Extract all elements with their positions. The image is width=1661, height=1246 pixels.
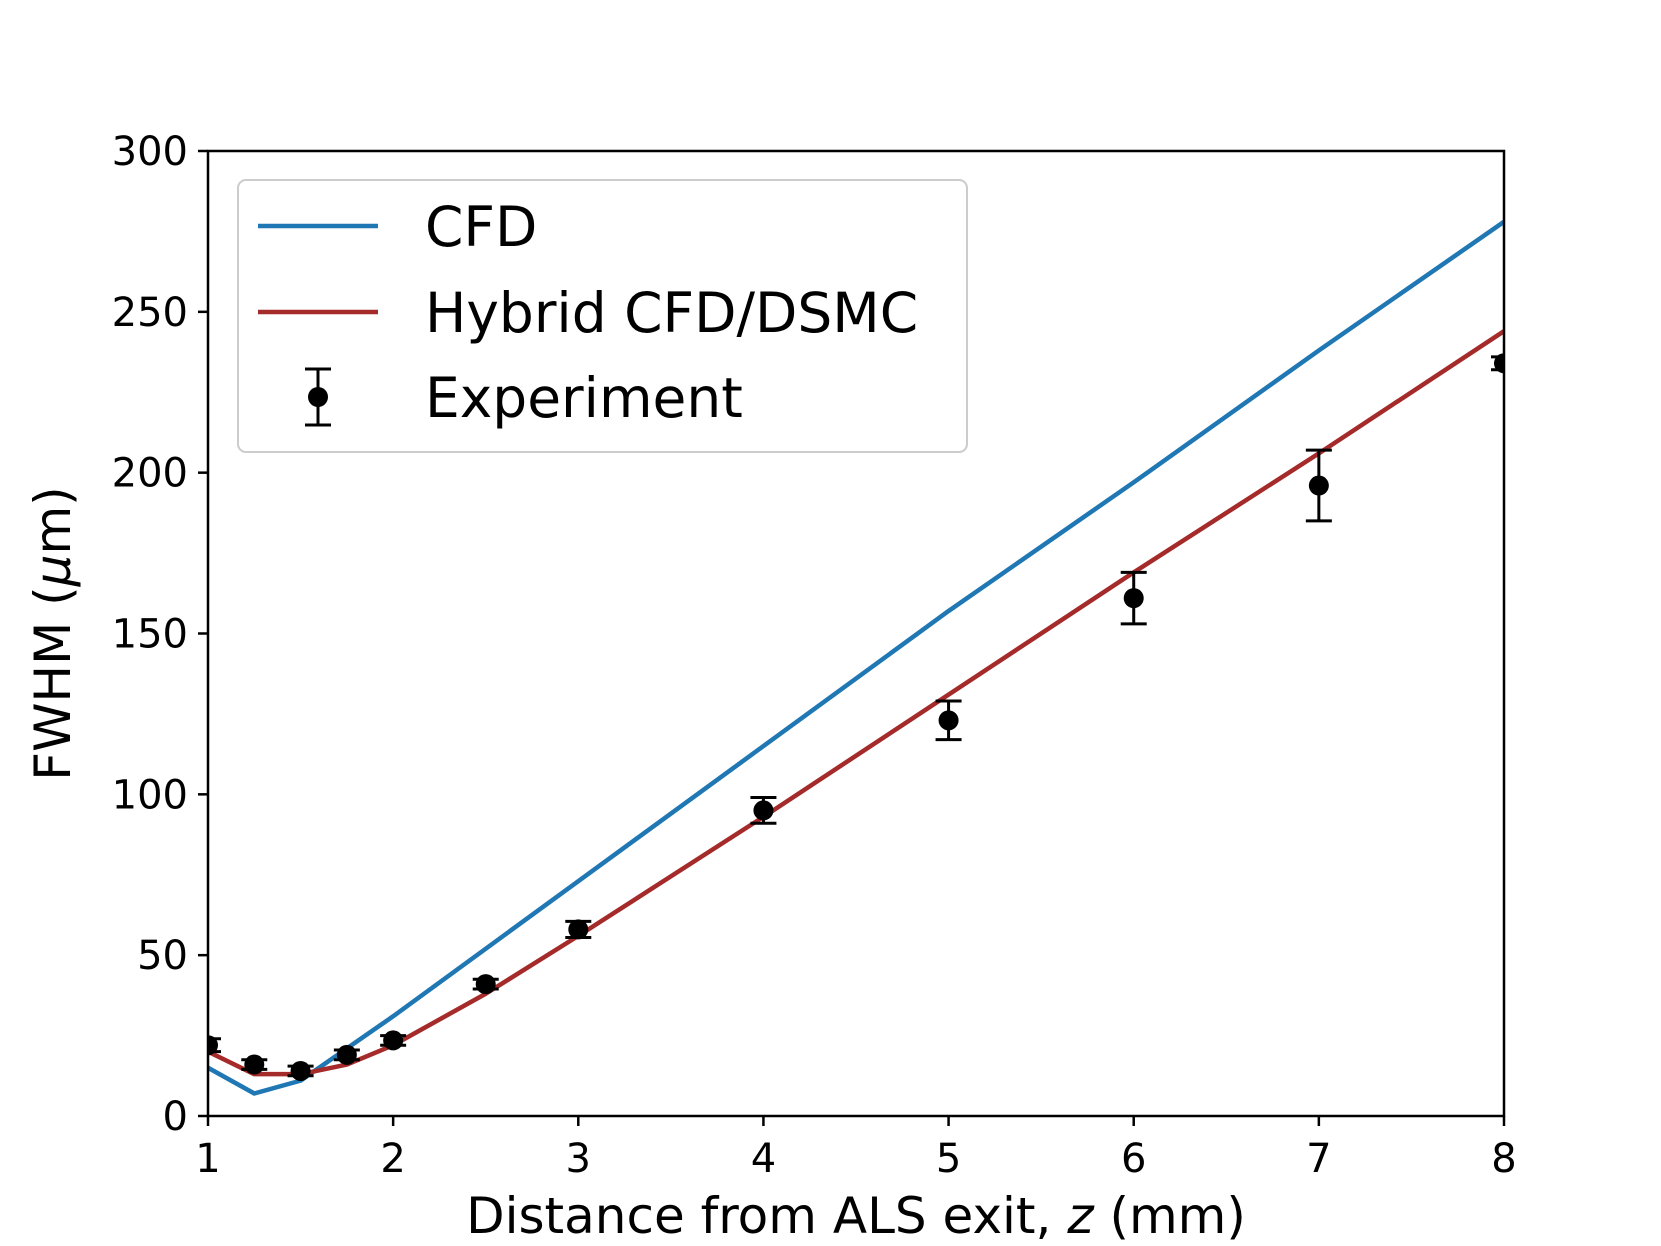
legend-experiment-label: Experiment [425, 366, 743, 430]
y-tick-label: 50 [137, 933, 188, 979]
x-tick-label: 1 [195, 1136, 220, 1182]
legend-cfd-label: CFD [425, 195, 537, 259]
experiment-marker [1494, 353, 1504, 374]
x-tick-label: 6 [1121, 1136, 1146, 1182]
experiment-marker [938, 710, 959, 731]
experiment-point [380, 1030, 407, 1051]
x-tick-label: 4 [751, 1136, 776, 1182]
experiment-marker [753, 800, 774, 821]
x-tick-label: 7 [1306, 1136, 1331, 1182]
experiment-marker [290, 1060, 311, 1081]
experiment-point [472, 974, 499, 995]
y-tick-label: 200 [112, 451, 188, 497]
experiment-point [241, 1054, 268, 1075]
experiment-marker [383, 1030, 404, 1051]
y-tick-label: 150 [112, 612, 188, 658]
experiment-point [333, 1044, 360, 1065]
experiment-point [208, 1035, 221, 1056]
experiment-point [1305, 448, 1332, 523]
y-tick-label: 100 [112, 772, 188, 818]
y-tick-label: 300 [112, 129, 188, 175]
x-tick-label: 8 [1491, 1136, 1516, 1182]
legend-hybrid-cfd-dsmc-label: Hybrid CFD/DSMC [425, 281, 918, 345]
experiment-marker [244, 1054, 265, 1075]
cfd-line [208, 219, 1504, 1096]
experiment-marker [568, 919, 589, 940]
experiment-point [565, 919, 592, 940]
y-tick-label: 250 [112, 290, 188, 336]
x-tick-label: 2 [380, 1136, 405, 1182]
legend-box [237, 179, 968, 453]
x-tick-label: 5 [936, 1136, 961, 1182]
x-tick-label: 3 [566, 1136, 591, 1182]
experiment-point [935, 699, 962, 742]
y-axis-label: FWHM (μm) [24, 486, 82, 780]
experiment-marker [1308, 475, 1329, 496]
experiment-point [1120, 570, 1147, 626]
experiment-point [750, 796, 777, 825]
experiment-marker [336, 1044, 357, 1065]
experiment-point [287, 1060, 314, 1081]
experiment-point [1491, 353, 1504, 374]
legend-experiment-marker [308, 387, 328, 407]
y-tick-label: 0 [163, 1094, 188, 1140]
experiment-marker [1123, 588, 1144, 609]
experiment-marker [475, 974, 496, 995]
experiment-marker [208, 1035, 218, 1056]
x-axis-label: Distance from ALS exit, z (mm) [466, 1187, 1246, 1245]
